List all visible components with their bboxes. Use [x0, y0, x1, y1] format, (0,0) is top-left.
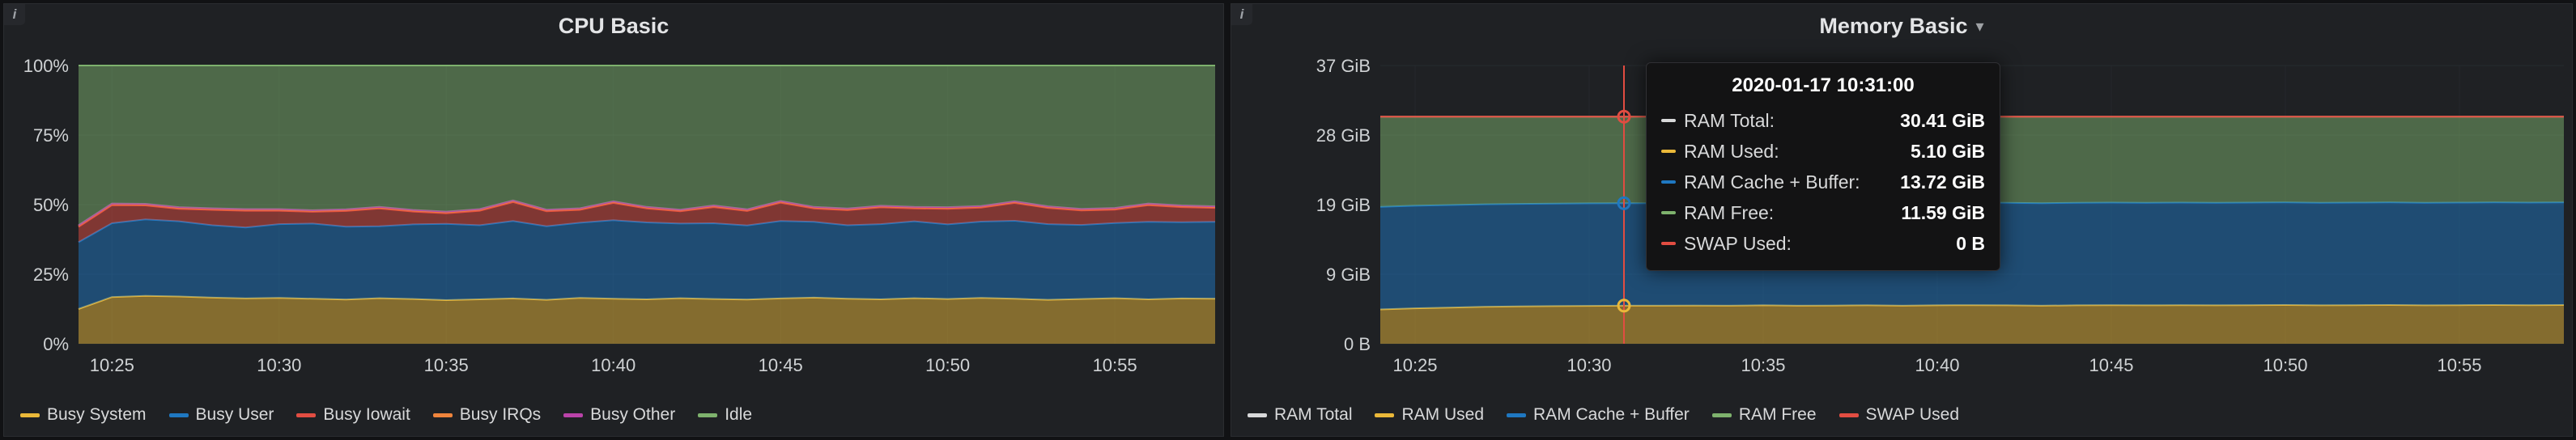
tooltip-timestamp: 2020-01-17 10:31:00	[1732, 74, 1915, 96]
tooltip-row: SWAP Used: 0 B	[1661, 228, 1985, 259]
legend-color-marker	[698, 412, 718, 417]
svg-text:9 GiB: 9 GiB	[1326, 264, 1371, 285]
tooltip-row: RAM Total: 30.41 GiB	[1661, 105, 1985, 136]
legend-label: Busy Iowait	[323, 405, 410, 424]
panel-info-icon[interactable]: i	[4, 4, 25, 25]
svg-text:10:50: 10:50	[2263, 355, 2307, 375]
cpu-panel-title: CPU Basic	[558, 13, 670, 38]
tooltip-series-label: RAM Total:	[1684, 109, 1775, 131]
tooltip-series-label: SWAP Used:	[1684, 232, 1792, 254]
legend-item-busy-system[interactable]: Busy System	[20, 405, 147, 425]
legend-color-marker	[1838, 412, 1859, 417]
legend-color-marker	[563, 412, 584, 417]
legend-item-busy-irqs[interactable]: Busy IRQs	[432, 405, 542, 425]
svg-text:37 GiB: 37 GiB	[1316, 56, 1371, 76]
tooltip-rows: RAM Total: 30.41 GiB RAM Used: 5.10 GiB RAM …	[1661, 105, 1985, 259]
legend-label: Busy User	[195, 405, 274, 424]
legend-color-marker	[20, 412, 40, 417]
legend-item-busy-other[interactable]: Busy Other	[563, 405, 675, 425]
legend-item-idle[interactable]: Idle	[698, 405, 752, 425]
memory-panel-title: Memory Basic	[1819, 13, 1968, 38]
memory-legend: RAM Total RAM Used RAM Cache + Buffer RAM F…	[1248, 405, 1959, 425]
svg-text:10:55: 10:55	[1093, 355, 1137, 375]
svg-text:10:45: 10:45	[2089, 355, 2133, 375]
series-color-marker	[1661, 211, 1676, 214]
legend-label: Busy System	[47, 405, 147, 424]
cpu-chart[interactable]: 100% 75% 50% 25% 0% 10:25 10:30 10:35 10:40 10:45…	[6, 49, 1223, 383]
legend-item-ram-used[interactable]: RAM Used	[1375, 405, 1484, 425]
legend-item-ram-free[interactable]: RAM Free	[1711, 405, 1817, 425]
legend-item-busy-user[interactable]: Busy User	[168, 405, 274, 425]
svg-text:10:55: 10:55	[2437, 355, 2481, 375]
memory-panel-header[interactable]: Memory Basic ▾	[1231, 4, 2572, 48]
panel-info-icon[interactable]: i	[1231, 4, 1252, 25]
legend-color-marker	[1507, 412, 1527, 417]
svg-text:25%: 25%	[33, 264, 69, 285]
series-color-marker	[1661, 150, 1676, 153]
tooltip-row: RAM Free: 11.59 GiB	[1661, 197, 1985, 228]
svg-text:10:50: 10:50	[925, 355, 970, 375]
legend-color-marker	[432, 412, 453, 417]
legend-item-busy-iowait[interactable]: Busy Iowait	[296, 405, 410, 425]
tooltip-series-value: 13.72 GiB	[1900, 171, 1985, 192]
svg-text:10:30: 10:30	[257, 355, 301, 375]
cpu-legend: Busy System Busy User Busy Iowait Busy IRQs…	[20, 405, 752, 425]
svg-text:100%: 100%	[23, 56, 69, 76]
memory-panel: i Memory Basic ▾ 37 GiB 28 GiB 19 GiB 9 GiB…	[1231, 3, 2573, 437]
svg-text:10:40: 10:40	[1915, 355, 1959, 375]
legend-item-ram-cache-buffer[interactable]: RAM Cache + Buffer	[1507, 405, 1690, 425]
tooltip-series-label: RAM Cache + Buffer:	[1684, 171, 1860, 192]
svg-text:10:25: 10:25	[90, 355, 134, 375]
series-color-marker	[1661, 180, 1676, 184]
legend-color-marker	[1375, 412, 1395, 417]
svg-text:10:30: 10:30	[1566, 355, 1611, 375]
tooltip-row: RAM Used: 5.10 GiB	[1661, 136, 1985, 167]
svg-text:10:35: 10:35	[1741, 355, 1785, 375]
legend-label: RAM Used	[1401, 405, 1485, 424]
legend-color-marker	[168, 412, 189, 417]
tooltip-series-value: 5.10 GiB	[1910, 140, 1985, 162]
legend-color-marker	[1711, 412, 1732, 417]
svg-text:75%: 75%	[33, 125, 69, 146]
cpu-panel-header[interactable]: CPU Basic	[4, 4, 1223, 48]
legend-color-marker	[1248, 412, 1267, 417]
graph-tooltip: 2020-01-17 10:31:00 RAM Total: 30.41 GiB R…	[1646, 62, 2000, 271]
legend-item-swap-used[interactable]: SWAP Used	[1838, 405, 1960, 425]
legend-label: RAM Free	[1738, 405, 1817, 424]
svg-text:10:45: 10:45	[759, 355, 803, 375]
svg-text:10:40: 10:40	[591, 355, 635, 375]
svg-text:50%: 50%	[33, 195, 69, 215]
legend-label: SWAP Used	[1865, 405, 1960, 424]
legend-label: RAM Cache + Buffer	[1533, 405, 1690, 424]
svg-text:0 B: 0 B	[1344, 334, 1371, 354]
svg-text:10:35: 10:35	[424, 355, 469, 375]
series-color-marker	[1661, 242, 1676, 245]
series-color-marker	[1661, 119, 1676, 122]
chevron-down-icon: ▾	[1975, 17, 1984, 36]
tooltip-series-value: 30.41 GiB	[1900, 109, 1985, 131]
tooltip-series-value: 0 B	[1956, 232, 1985, 254]
legend-label: Busy IRQs	[459, 405, 542, 424]
svg-text:0%: 0%	[43, 334, 69, 354]
svg-text:10:25: 10:25	[1392, 355, 1437, 375]
cpu-panel: i CPU Basic 100% 75% 50% 25% 0% 10:25 10:30 10:…	[3, 3, 1224, 437]
tooltip-series-label: RAM Free:	[1684, 201, 1775, 223]
legend-label: RAM Total	[1274, 405, 1353, 424]
legend-label: Idle	[725, 405, 753, 424]
tooltip-series-label: RAM Used:	[1684, 140, 1779, 162]
svg-text:28 GiB: 28 GiB	[1316, 125, 1371, 146]
svg-text:19 GiB: 19 GiB	[1316, 195, 1371, 215]
legend-item-ram-total[interactable]: RAM Total	[1248, 405, 1352, 425]
tooltip-series-value: 11.59 GiB	[1901, 201, 1985, 223]
legend-label: Busy Other	[590, 405, 676, 424]
legend-color-marker	[296, 412, 317, 417]
tooltip-row: RAM Cache + Buffer: 13.72 GiB	[1661, 167, 1985, 197]
